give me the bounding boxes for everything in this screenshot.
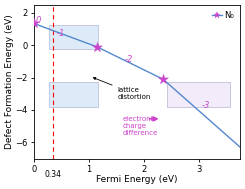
Y-axis label: Defect Formation Energy (eV): Defect Formation Energy (eV)	[5, 14, 14, 149]
FancyBboxPatch shape	[49, 82, 98, 107]
Text: electronic
charge
difference: electronic charge difference	[123, 116, 158, 136]
Point	[95, 45, 99, 48]
FancyBboxPatch shape	[49, 25, 98, 49]
Text: -1: -1	[57, 29, 65, 38]
Text: -3: -3	[202, 101, 210, 110]
Text: lattice
distortion: lattice distortion	[93, 77, 151, 100]
Point	[161, 78, 165, 81]
Legend: N₀: N₀	[210, 9, 236, 21]
Text: 0.34: 0.34	[44, 170, 61, 179]
Text: -2: -2	[125, 55, 133, 64]
FancyBboxPatch shape	[167, 82, 230, 107]
Point	[32, 22, 36, 25]
X-axis label: Fermi Energy (eV): Fermi Energy (eV)	[96, 175, 178, 184]
Text: 0: 0	[36, 16, 41, 25]
